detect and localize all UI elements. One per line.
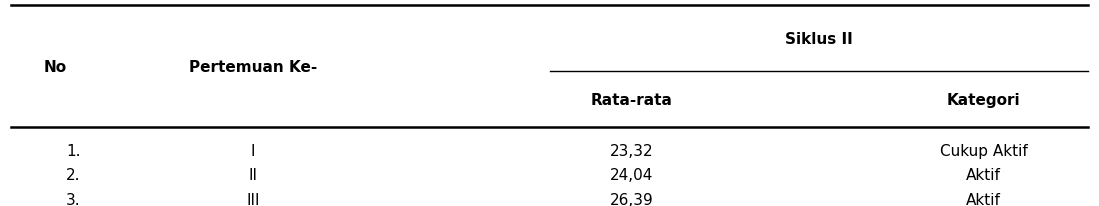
Text: 26,39: 26,39 (610, 192, 654, 206)
Text: Kategori: Kategori (947, 92, 1020, 107)
Text: 2.: 2. (66, 168, 80, 183)
Text: 24,04: 24,04 (610, 168, 654, 183)
Text: 1.: 1. (66, 143, 80, 158)
Text: No: No (44, 60, 67, 74)
Text: Aktif: Aktif (966, 192, 1001, 206)
Text: 23,32: 23,32 (610, 143, 654, 158)
Text: Pertemuan Ke-: Pertemuan Ke- (189, 60, 317, 74)
Text: Siklus II: Siklus II (785, 32, 853, 47)
Text: Aktif: Aktif (966, 168, 1001, 183)
Text: Cukup Aktif: Cukup Aktif (940, 143, 1028, 158)
Text: 3.: 3. (66, 192, 80, 206)
Text: III: III (246, 192, 259, 206)
Text: I: I (251, 143, 255, 158)
Text: Rata-rata: Rata-rata (591, 92, 673, 107)
Text: II: II (248, 168, 257, 183)
